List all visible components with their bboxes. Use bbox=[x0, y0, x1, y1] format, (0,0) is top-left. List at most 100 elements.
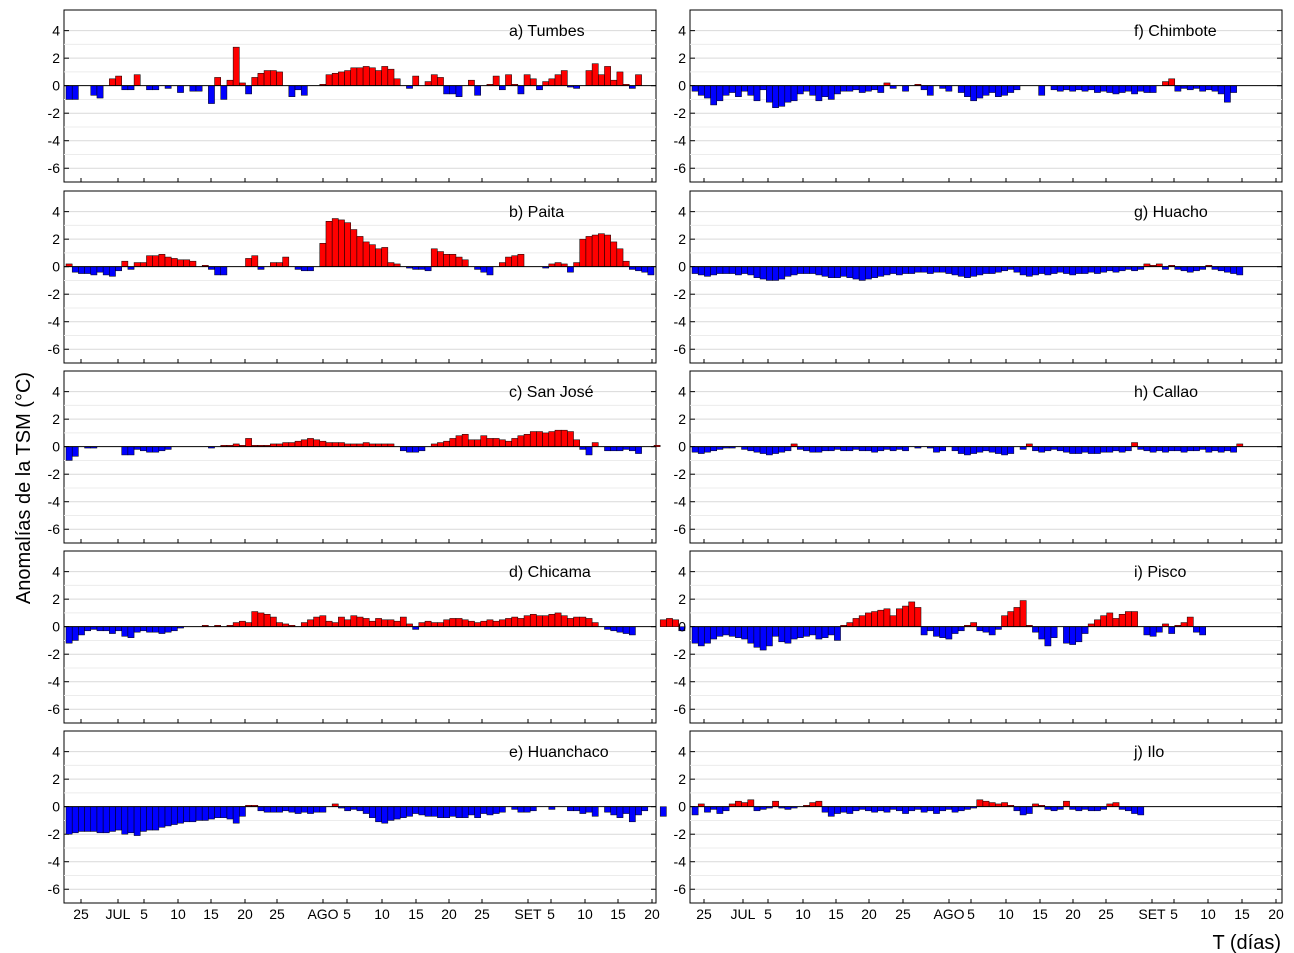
x-tick-label: 5 bbox=[343, 906, 351, 922]
bar bbox=[784, 446, 792, 452]
bar bbox=[616, 248, 624, 267]
bar bbox=[653, 445, 661, 447]
bar bbox=[245, 622, 252, 627]
x-tick-label: 25 bbox=[73, 906, 89, 922]
bar bbox=[1180, 622, 1188, 627]
bar bbox=[1007, 446, 1015, 454]
bar bbox=[877, 806, 885, 812]
bar bbox=[65, 806, 73, 835]
bar bbox=[858, 266, 866, 281]
y-tick-label: -2 bbox=[674, 105, 687, 121]
bar bbox=[1081, 626, 1089, 634]
bar bbox=[102, 626, 110, 632]
panel-title: d) Chicama bbox=[509, 564, 591, 581]
bar bbox=[920, 806, 928, 813]
bar bbox=[270, 616, 277, 627]
bar bbox=[790, 266, 798, 276]
bar bbox=[877, 266, 885, 277]
bar bbox=[313, 616, 321, 627]
bar bbox=[1106, 446, 1114, 453]
bar bbox=[1174, 85, 1182, 92]
bar bbox=[622, 626, 630, 634]
bar bbox=[988, 802, 996, 807]
bar bbox=[970, 85, 977, 102]
bar bbox=[976, 266, 984, 276]
bar bbox=[747, 446, 755, 452]
bar bbox=[741, 626, 748, 640]
bar bbox=[1112, 446, 1120, 452]
bar bbox=[1186, 446, 1194, 452]
bar bbox=[170, 806, 178, 825]
bar bbox=[672, 619, 680, 627]
bar bbox=[784, 85, 792, 103]
bar bbox=[766, 626, 773, 647]
bar bbox=[988, 266, 996, 274]
bar bbox=[852, 266, 860, 280]
bar bbox=[115, 75, 122, 86]
bar bbox=[288, 806, 296, 813]
bar bbox=[449, 806, 457, 817]
bar bbox=[78, 266, 85, 274]
panel-frame bbox=[63, 190, 657, 364]
panel-frame bbox=[63, 550, 657, 724]
bar bbox=[548, 614, 556, 627]
bar bbox=[560, 70, 568, 86]
bar bbox=[344, 70, 351, 86]
bar bbox=[232, 806, 240, 824]
bar bbox=[976, 446, 984, 453]
bar bbox=[766, 446, 773, 456]
bar bbox=[735, 266, 742, 276]
y-tick-label: -4 bbox=[674, 854, 687, 870]
bar bbox=[573, 806, 580, 812]
bar bbox=[71, 806, 79, 834]
bar bbox=[1001, 802, 1008, 807]
bar bbox=[1044, 626, 1052, 647]
bar bbox=[461, 619, 469, 627]
y-tick-label: -2 bbox=[48, 826, 61, 842]
x-tick-label: 20 bbox=[861, 906, 877, 922]
bar bbox=[1211, 446, 1219, 452]
bar bbox=[1180, 446, 1188, 453]
bar bbox=[517, 806, 525, 813]
bar bbox=[1193, 626, 1200, 633]
bar bbox=[747, 799, 755, 807]
panel-frame bbox=[689, 730, 1283, 904]
bar bbox=[183, 259, 191, 267]
bar bbox=[449, 618, 457, 627]
bar bbox=[821, 626, 829, 638]
bar bbox=[1224, 85, 1231, 103]
bar bbox=[65, 446, 73, 461]
bar bbox=[871, 85, 878, 91]
bar bbox=[852, 618, 860, 627]
bar bbox=[492, 806, 500, 814]
bar bbox=[208, 85, 215, 104]
bar bbox=[790, 85, 798, 102]
bar bbox=[964, 85, 971, 97]
bar bbox=[1143, 446, 1151, 452]
bar bbox=[647, 266, 655, 276]
bar bbox=[821, 446, 829, 452]
bar bbox=[245, 258, 252, 267]
bar bbox=[982, 446, 990, 452]
bar bbox=[604, 446, 611, 452]
panel-1: 4 2 0 -2 -4 -6 b) Paita bbox=[48, 190, 657, 364]
bar bbox=[579, 238, 587, 267]
bar bbox=[214, 266, 221, 276]
bar bbox=[579, 806, 587, 814]
bar bbox=[784, 266, 792, 277]
bar bbox=[803, 85, 810, 92]
bar bbox=[827, 446, 835, 452]
bar bbox=[735, 626, 742, 638]
bar bbox=[208, 806, 215, 820]
bar bbox=[121, 85, 129, 91]
bar bbox=[263, 70, 271, 86]
bar bbox=[1137, 85, 1145, 92]
bar bbox=[381, 66, 389, 86]
x-tick-label: 20 bbox=[1268, 906, 1284, 922]
bar bbox=[865, 806, 872, 812]
bar bbox=[741, 266, 748, 274]
bar bbox=[976, 799, 984, 807]
bar bbox=[399, 616, 407, 627]
